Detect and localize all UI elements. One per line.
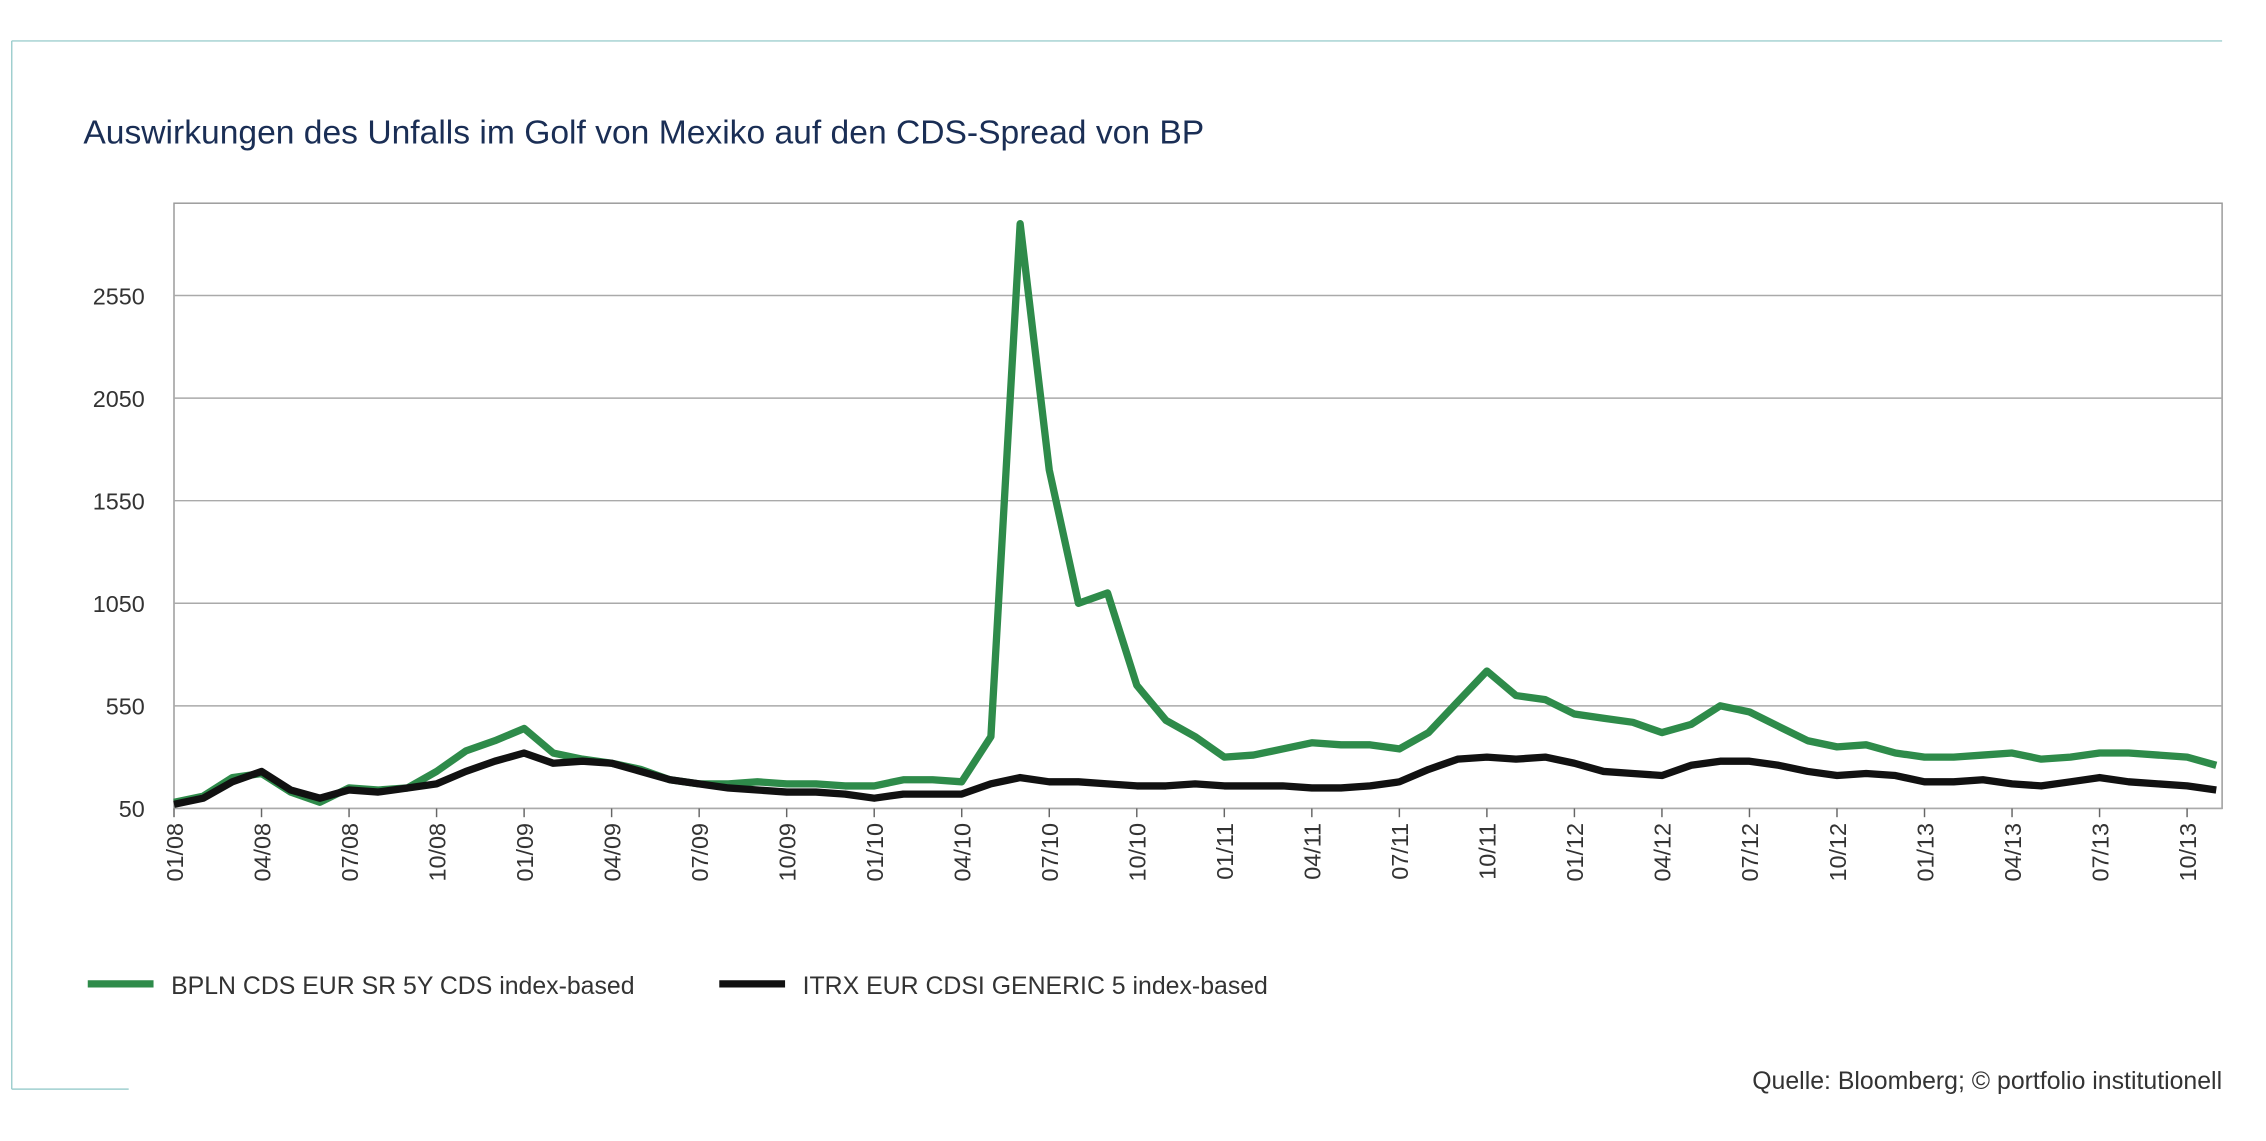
y-tick-label: 50 <box>119 796 145 822</box>
x-tick-label: 01/08 <box>162 823 188 882</box>
y-tick-label: 2550 <box>93 283 145 309</box>
chart-title: Auswirkungen des Unfalls im Golf von Mex… <box>83 114 1204 151</box>
x-tick-label: 07/12 <box>1737 823 1763 882</box>
x-tick-label: 04/08 <box>249 823 275 882</box>
x-tick-label: 10/09 <box>774 823 800 882</box>
x-tick-label: 10/12 <box>1825 823 1851 882</box>
x-tick-label: 10/13 <box>2175 823 2201 882</box>
x-tick-label: 10/11 <box>1475 823 1501 880</box>
x-tick-label: 07/08 <box>337 823 363 882</box>
y-tick-label: 1550 <box>93 488 145 514</box>
x-tick-label: 01/09 <box>512 823 538 882</box>
x-tick-label: 04/13 <box>2000 823 2026 882</box>
x-tick-label: 07/11 <box>1387 823 1413 880</box>
y-tick-label: 1050 <box>93 591 145 617</box>
plot-frame <box>173 202 2223 810</box>
x-tick-label: 04/09 <box>599 823 625 882</box>
x-tick-label: 10/08 <box>424 823 450 882</box>
x-tick-label: 04/10 <box>950 823 976 882</box>
x-tick-label: 01/13 <box>1912 823 1938 882</box>
source: Quelle: Bloomberg; © portfolio instituti… <box>1752 1068 2222 1095</box>
legend-label: BPLN CDS EUR SR 5Y CDS index-based <box>171 973 634 1000</box>
line-series <box>173 749 2217 808</box>
y-tick-label: 2050 <box>93 386 145 412</box>
y-tick-label: 550 <box>106 694 145 720</box>
x-tick-label: 07/10 <box>1037 823 1063 882</box>
x-tick-label: 01/10 <box>862 823 888 882</box>
x-tick-label: 04/12 <box>1650 823 1676 882</box>
line-series <box>173 220 2218 806</box>
x-tick-label: 10/10 <box>1125 823 1151 882</box>
x-tick-label: 07/09 <box>687 823 713 882</box>
x-tick-label: 01/12 <box>1562 823 1588 882</box>
x-tick-label: 04/11 <box>1300 823 1326 880</box>
legend-label: ITRX EUR CDSI GENERIC 5 index-based <box>803 973 1268 1000</box>
x-tick-label: 07/13 <box>2087 823 2113 882</box>
x-tick-label: 01/11 <box>1212 823 1238 880</box>
